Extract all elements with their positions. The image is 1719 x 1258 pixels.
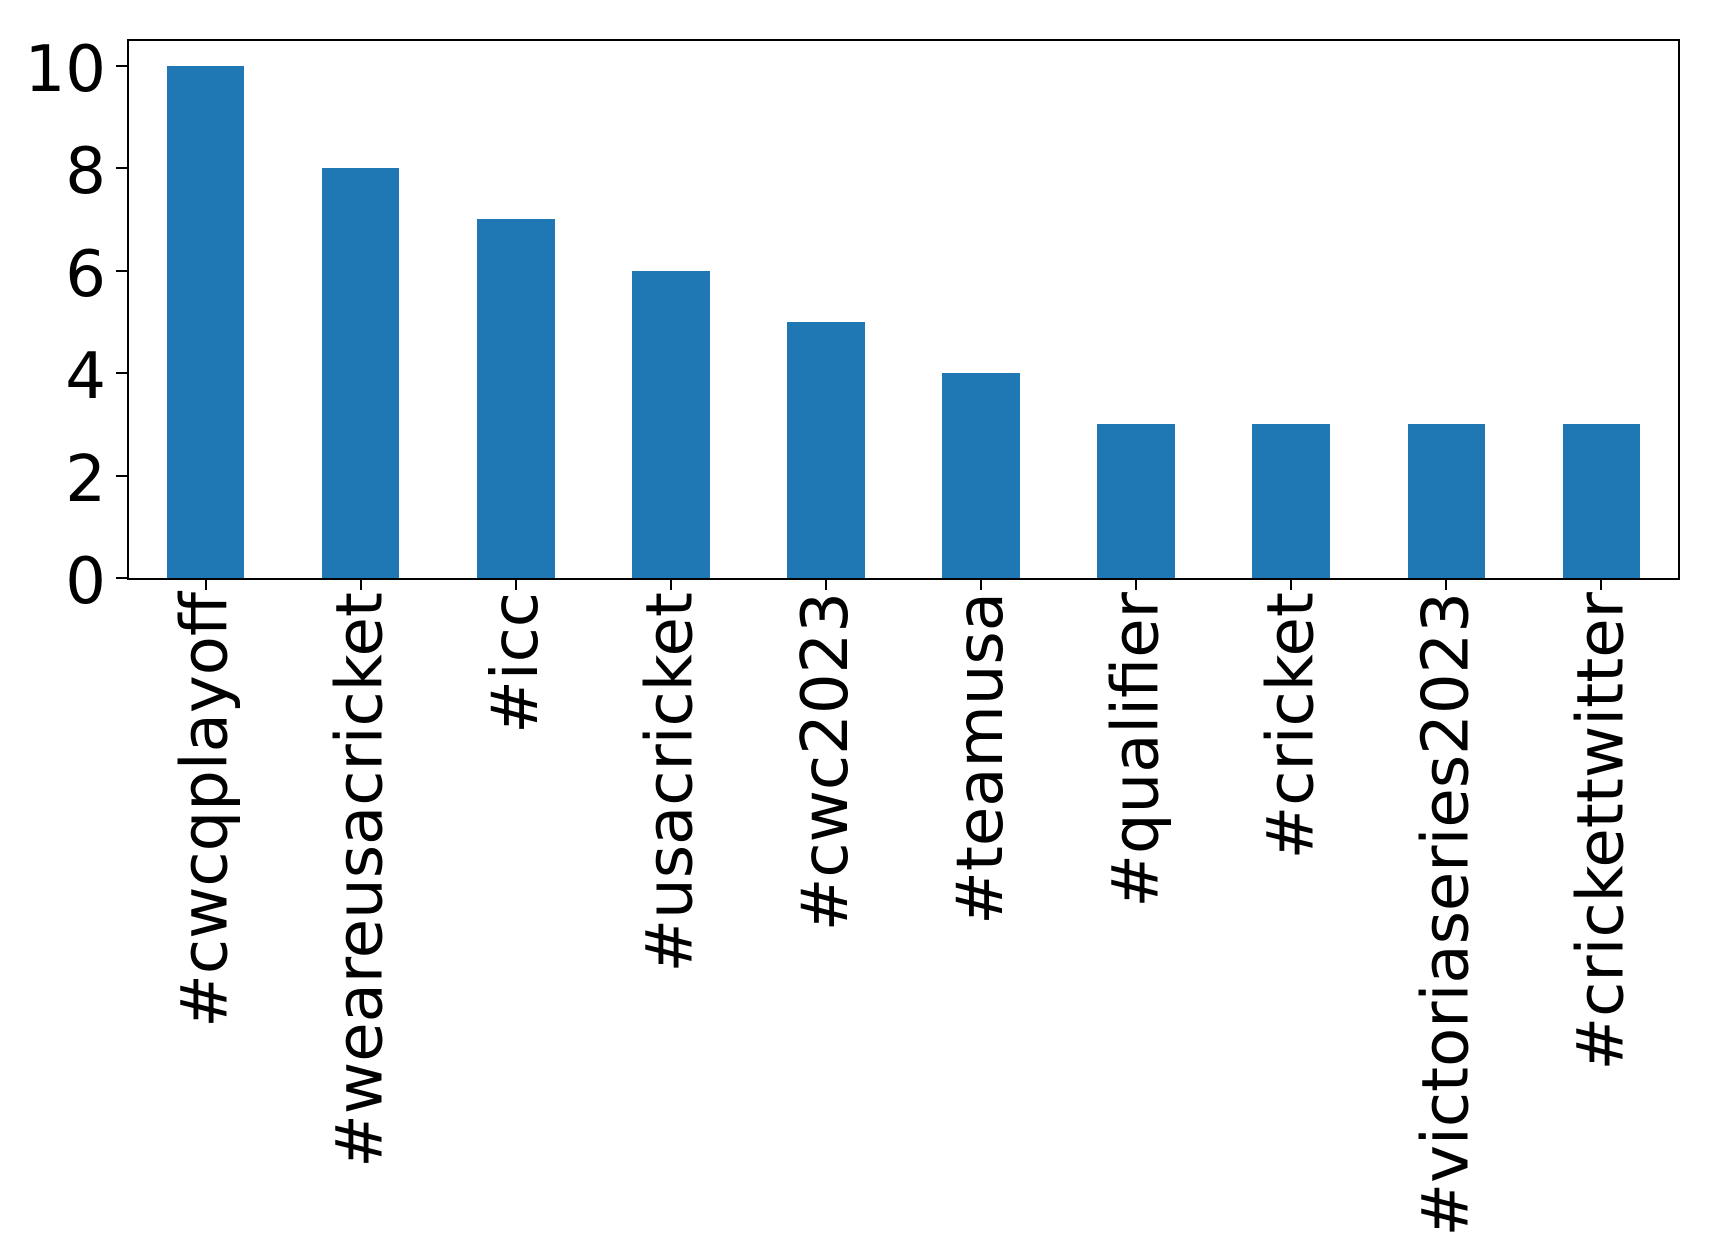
x-axis-tick-label: #weareusacricket — [323, 592, 398, 1168]
x-axis-tick — [1600, 578, 1603, 590]
bar — [321, 168, 400, 578]
x-axis-tick-label: #qualifier — [1099, 592, 1174, 908]
y-axis-tick-label: 0 — [65, 545, 106, 619]
x-axis-tick — [1445, 578, 1448, 590]
x-axis-tick — [824, 578, 827, 590]
x-axis-tick — [514, 578, 517, 590]
x-axis-tick — [980, 578, 983, 590]
x-axis-tick-label: #cricket — [1254, 592, 1329, 860]
y-axis-tick-label: 4 — [65, 340, 106, 415]
y-axis-tick-label: 8 — [65, 135, 106, 210]
x-axis-tick — [204, 578, 207, 590]
y-axis-tick-label: 10 — [24, 32, 106, 107]
y-axis-tick-label: 2 — [65, 442, 106, 517]
bar — [1407, 424, 1486, 578]
y-axis-tick — [116, 474, 128, 477]
bar — [942, 373, 1020, 578]
y-axis-tick — [116, 577, 128, 579]
bar — [1252, 424, 1331, 578]
y-axis-tick — [116, 372, 128, 375]
x-axis-tick-label: #cwc2023 — [788, 592, 863, 932]
x-axis-tick — [359, 578, 362, 590]
x-axis-tick — [669, 578, 672, 590]
x-axis-tick-label: #cwcqplayoff — [168, 592, 243, 1028]
x-axis-tick — [1135, 578, 1138, 590]
bar — [1562, 424, 1641, 578]
bar — [632, 270, 710, 578]
bar — [1097, 424, 1175, 578]
y-axis-tick — [116, 269, 128, 272]
x-axis-tick — [1290, 578, 1293, 590]
bar — [787, 321, 865, 578]
x-axis-tick-label: #icc — [478, 592, 553, 734]
bar — [476, 219, 555, 578]
x-axis-tick-label: #victoriaseries2023 — [1409, 592, 1484, 1237]
x-axis-tick-label: #teamusa — [944, 592, 1019, 925]
y-axis-tick-label: 6 — [65, 237, 106, 312]
y-axis-tick — [116, 167, 128, 170]
x-axis-tick-label: #crickettwitter — [1564, 592, 1639, 1071]
plot-area — [127, 39, 1680, 580]
bar — [166, 65, 245, 578]
y-axis-tick — [116, 64, 128, 67]
x-axis-tick-label: #usacricket — [633, 592, 708, 973]
